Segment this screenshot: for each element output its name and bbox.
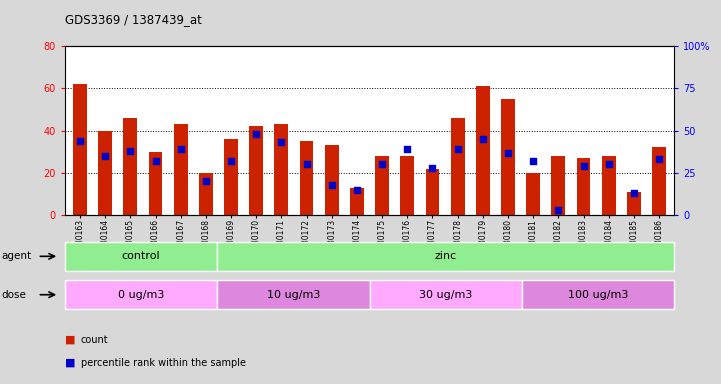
Bar [501,99,515,215]
Point [603,161,614,167]
Text: 100 ug/m3: 100 ug/m3 [568,290,628,300]
Point [301,161,312,167]
Point [150,158,162,164]
Point [125,148,136,154]
Bar [149,152,162,215]
Point [74,137,86,144]
Bar [174,124,187,215]
Text: ■: ■ [65,358,76,368]
Bar [123,118,137,215]
Bar [275,124,288,215]
Point [99,153,111,159]
Text: 30 ug/m3: 30 ug/m3 [419,290,472,300]
Point [250,131,262,137]
Point [552,207,564,213]
Point [653,156,665,162]
Point [351,187,363,193]
Bar [552,156,565,215]
Bar [425,169,439,215]
Text: control: control [122,251,160,262]
Point [175,146,187,152]
Text: zinc: zinc [435,251,457,262]
Point [477,136,489,142]
Text: 0 ug/m3: 0 ug/m3 [118,290,164,300]
Bar [300,141,314,215]
Point [578,163,589,169]
Bar [652,147,666,215]
Bar [224,139,238,215]
Bar [451,118,464,215]
Text: agent: agent [1,251,32,262]
Bar [526,173,540,215]
Text: 10 ug/m3: 10 ug/m3 [267,290,320,300]
Bar [577,158,590,215]
Text: count: count [81,335,108,345]
Bar [602,156,616,215]
Point [275,139,287,146]
Bar [627,192,641,215]
Point [527,158,539,164]
Bar [98,131,112,215]
Point [452,146,464,152]
Bar [217,280,369,309]
Bar [73,84,87,215]
Point [326,182,337,188]
Point [427,165,438,171]
Bar [375,156,389,215]
Bar [325,146,339,215]
Text: dose: dose [1,290,27,300]
Bar [65,242,217,271]
Text: percentile rank within the sample: percentile rank within the sample [81,358,246,368]
Point [225,158,236,164]
Text: ■: ■ [65,335,76,345]
Bar [476,86,490,215]
Bar [217,242,674,271]
Point [402,146,413,152]
Point [503,149,514,156]
Point [376,161,388,167]
Bar [350,188,364,215]
Point [628,190,640,196]
Text: GDS3369 / 1387439_at: GDS3369 / 1387439_at [65,13,202,26]
Bar [400,156,414,215]
Point [200,178,212,184]
Bar [249,126,263,215]
Bar [522,280,674,309]
Bar [199,173,213,215]
Bar [65,280,217,309]
Bar [369,280,522,309]
